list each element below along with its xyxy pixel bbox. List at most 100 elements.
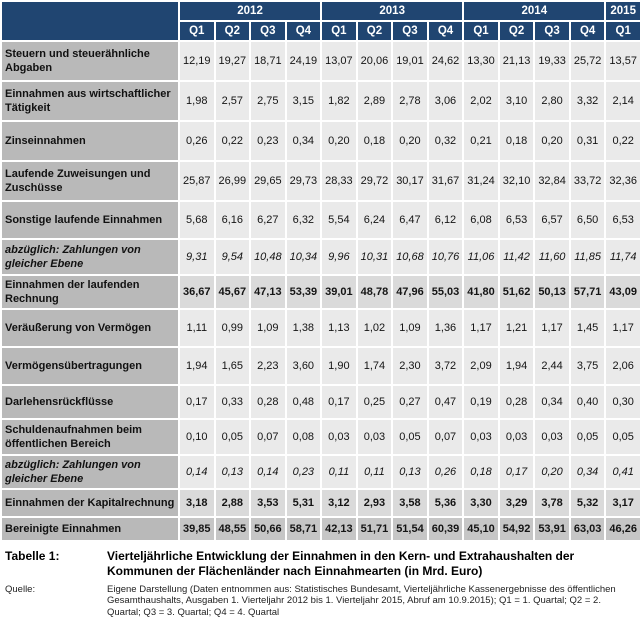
value-cell: 19,27 <box>213 40 252 82</box>
value-cell: 3,29 <box>497 488 536 518</box>
value-cell: 10,68 <box>391 238 429 276</box>
value-cell: 0,20 <box>391 120 429 162</box>
year-header: 2014 <box>462 0 607 22</box>
value-cell: 1,09 <box>391 308 429 348</box>
value-cell: 0,26 <box>426 454 465 490</box>
revenue-table: 2012 2013 2014 2015 Q1 Q2 Q3 Q4 Q1 Q2 Q3 Q4 Q1 Q2 Q3 Q… <box>0 0 642 542</box>
value-cell: 0,14 <box>178 454 216 490</box>
value-cell: 1,65 <box>213 346 252 386</box>
value-cell: 0,20 <box>320 120 358 162</box>
value-cell: 1,17 <box>604 308 642 348</box>
table-row: abzüglich: Zahlungen von gleicher Ebene 0… <box>0 454 642 490</box>
value-cell: 2,93 <box>355 488 394 518</box>
value-cell: 12,19 <box>178 40 216 82</box>
value-cell: 1,82 <box>320 80 358 122</box>
value-cell: 0,21 <box>462 120 500 162</box>
value-cell: 19,01 <box>391 40 429 82</box>
value-cell: 1,09 <box>249 308 287 348</box>
value-cell: 0,08 <box>284 418 323 456</box>
quarter-header: Q3 <box>391 20 429 42</box>
value-cell: 1,74 <box>355 346 394 386</box>
value-cell: 3,75 <box>568 346 607 386</box>
value-cell: 0,18 <box>462 454 500 490</box>
table-row: Sonstige laufende Einnahmen 5,68 6,16 6,27 6… <box>0 200 642 240</box>
value-cell: 1,17 <box>462 308 500 348</box>
value-cell: 58,71 <box>284 516 323 542</box>
row-label: Vermögensübertragungen <box>0 346 180 386</box>
table-row: Veräußerung von Vermögen 1,11 0,99 1,09 1,38… <box>0 308 642 348</box>
value-cell: 3,30 <box>462 488 500 518</box>
value-cell: 0,23 <box>284 454 323 490</box>
table-row: Zinseinnahmen 0,26 0,22 0,23 0,34 0,20 0,18 0,2… <box>0 120 642 162</box>
value-cell: 45,10 <box>462 516 500 542</box>
quarter-header: Q2 <box>355 20 394 42</box>
source-row: Quelle: Eigene Darstellung (Daten entnom… <box>5 584 636 619</box>
value-cell: 1,90 <box>320 346 358 386</box>
value-cell: 50,66 <box>249 516 287 542</box>
value-cell: 0,13 <box>213 454 252 490</box>
row-label: Einnahmen der laufenden Rechnung <box>0 274 180 310</box>
value-cell: 6,12 <box>426 200 465 240</box>
value-cell: 25,87 <box>178 160 216 202</box>
table-caption-label: Tabelle 1: <box>5 549 60 563</box>
value-cell: 42,13 <box>320 516 358 542</box>
quarter-header: Q2 <box>497 20 536 42</box>
year-header: 2015 <box>604 0 642 22</box>
value-cell: 0,99 <box>213 308 252 348</box>
value-cell: 3,06 <box>426 80 465 122</box>
value-cell: 11,60 <box>533 238 571 276</box>
table-row: abzüglich: Zahlungen von gleicher Ebene 9… <box>0 238 642 276</box>
value-cell: 5,32 <box>568 488 607 518</box>
value-cell: 3,17 <box>604 488 642 518</box>
value-cell: 3,10 <box>497 80 536 122</box>
value-cell: 0,03 <box>355 418 394 456</box>
value-cell: 1,98 <box>178 80 216 122</box>
value-cell: 0,23 <box>249 120 287 162</box>
value-cell: 1,94 <box>497 346 536 386</box>
value-cell: 3,18 <box>178 488 216 518</box>
table-body: Steuern und steuerähnliche Abgaben 12,19 1… <box>0 40 642 542</box>
value-cell: 9,54 <box>213 238 252 276</box>
value-cell: 6,32 <box>284 200 323 240</box>
value-cell: 32,36 <box>604 160 642 202</box>
value-cell: 0,14 <box>249 454 287 490</box>
value-cell: 2,57 <box>213 80 252 122</box>
value-cell: 3,60 <box>284 346 323 386</box>
value-cell: 36,67 <box>178 274 216 310</box>
quarter-header: Q1 <box>462 20 500 42</box>
value-cell: 3,72 <box>426 346 465 386</box>
value-cell: 10,76 <box>426 238 465 276</box>
table-row: Steuern und steuerähnliche Abgaben 12,19 1… <box>0 40 642 82</box>
value-cell: 6,24 <box>355 200 394 240</box>
value-cell: 9,96 <box>320 238 358 276</box>
value-cell: 0,40 <box>568 384 607 420</box>
value-cell: 54,92 <box>497 516 536 542</box>
value-cell: 0,18 <box>497 120 536 162</box>
value-cell: 50,13 <box>533 274 571 310</box>
corner-cell <box>0 0 180 42</box>
row-label: Sonstige laufende Einnahmen <box>0 200 180 240</box>
value-cell: 2,44 <box>533 346 571 386</box>
value-cell: 2,75 <box>249 80 287 122</box>
caption-row: Tabelle 1: Vierteljährliche Entwicklung … <box>5 549 636 580</box>
value-cell: 13,07 <box>320 40 358 82</box>
value-cell: 0,31 <box>568 120 607 162</box>
value-cell: 60,39 <box>426 516 465 542</box>
value-cell: 19,33 <box>533 40 571 82</box>
value-cell: 31,67 <box>426 160 465 202</box>
table-footer: Tabelle 1: Vierteljährliche Entwicklung … <box>0 542 642 618</box>
value-cell: 0,48 <box>284 384 323 420</box>
source-label: Quelle: <box>5 583 36 595</box>
value-cell: 6,53 <box>497 200 536 240</box>
row-label: Schuldenaufnahmen beim öffentlichen Bere… <box>0 418 180 456</box>
value-cell: 29,73 <box>284 160 323 202</box>
quarter-row: Q1 Q2 Q3 Q4 Q1 Q2 Q3 Q4 Q1 Q2 Q3 Q4 Q1 <box>1 20 642 42</box>
value-cell: 0,05 <box>213 418 252 456</box>
value-cell: 6,16 <box>213 200 252 240</box>
value-cell: 1,21 <box>497 308 536 348</box>
quarter-header: Q1 <box>320 20 358 42</box>
value-cell: 51,62 <box>497 274 536 310</box>
value-cell: 2,09 <box>462 346 500 386</box>
value-cell: 2,80 <box>533 80 571 122</box>
quarter-header: Q1 <box>178 20 216 42</box>
